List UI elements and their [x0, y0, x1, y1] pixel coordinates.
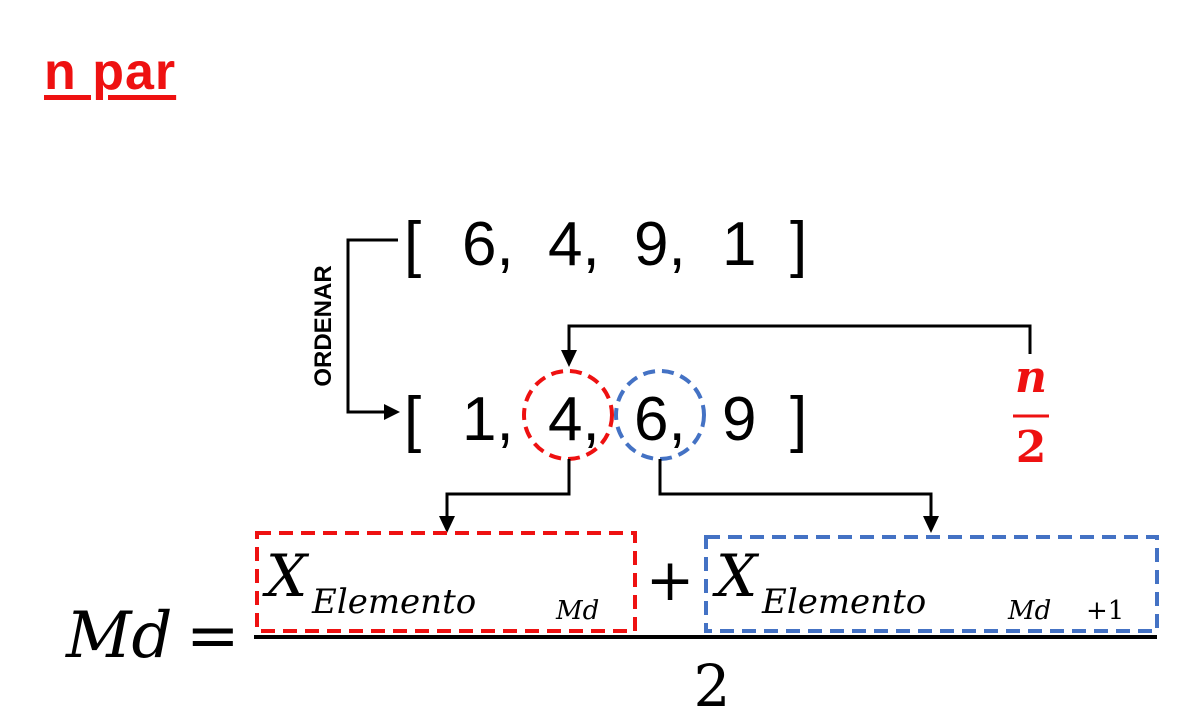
element-1-to-term-arrow: [445, 459, 571, 518]
plus-sign: +: [646, 546, 695, 614]
element-2-to-term-arrowhead: [923, 516, 939, 533]
term-1-subsubscript: Md: [555, 596, 599, 626]
unsorted-item: 4,: [548, 210, 600, 279]
median-element-1-circle: [522, 369, 614, 461]
formula-denominator: 2: [694, 652, 731, 717]
term-2-base: X: [712, 542, 760, 610]
term-2-box: [704, 535, 1159, 633]
term-1-subscript: Elemento: [311, 582, 476, 622]
sorted-item: 4,: [548, 385, 600, 454]
sorted-item: 1,: [462, 385, 514, 454]
n-half-denominator: 2: [1016, 422, 1047, 473]
term-1-box: [255, 531, 637, 633]
sorted-open-bracket: [: [404, 385, 421, 454]
term-2-subsubscript: Md: [1007, 596, 1051, 626]
element-1-to-term-arrowhead: [439, 516, 455, 533]
ordenar-arrow: [346, 238, 398, 414]
n-half-pointer-arrowhead: [561, 350, 577, 367]
term-2-subsubscript-suffix: +1: [1086, 596, 1124, 626]
ordenar-label: ORDENAR: [310, 265, 337, 386]
term-1-base: X: [262, 542, 310, 610]
sorted-item: 6,: [634, 385, 686, 454]
formula-equals: =: [186, 599, 240, 673]
term-1: X Elemento Md: [262, 542, 599, 626]
ordenar-arrowhead: [384, 404, 400, 420]
unsorted-open-bracket: [: [404, 210, 421, 279]
median-element-2-circle: [614, 369, 706, 461]
unsorted-item: 6,: [462, 210, 514, 279]
sorted-close-bracket: ]: [790, 385, 807, 454]
n-half-pointer-arrow: [567, 324, 1032, 354]
term-2-subscript: Elemento: [761, 582, 926, 622]
term-2: X Elemento Md: [712, 542, 1051, 626]
unsorted-close-bracket: ]: [790, 210, 807, 279]
sorted-item: 9: [722, 385, 756, 454]
unsorted-item: 1: [722, 210, 756, 279]
n-half-numerator: n: [1015, 352, 1047, 403]
element-2-to-term-arrow: [658, 459, 933, 518]
page-title: n par: [44, 43, 177, 101]
unsorted-item: 9,: [634, 210, 686, 279]
formula-lhs: Md: [65, 599, 173, 673]
